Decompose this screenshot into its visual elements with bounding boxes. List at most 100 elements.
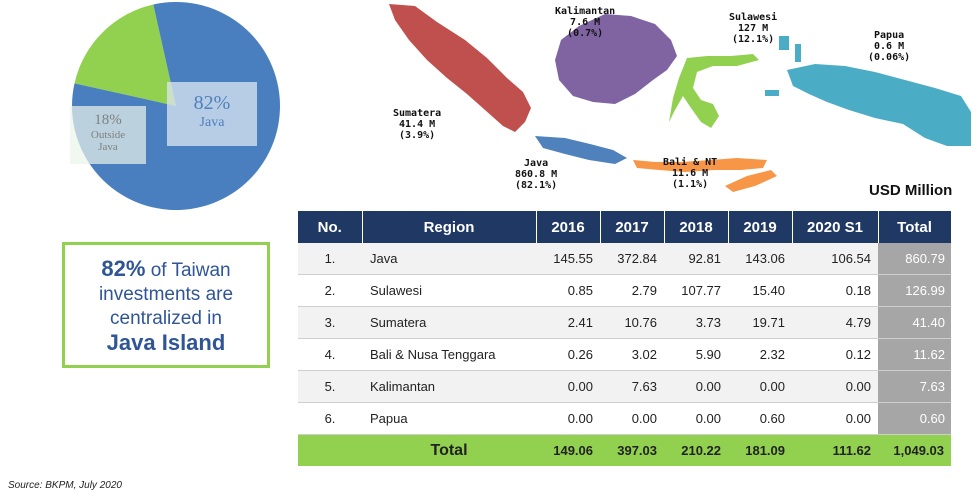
unit-label: USD Million xyxy=(869,182,953,199)
table-cell: 10.76 xyxy=(600,306,664,339)
table-cell: 2.32 xyxy=(728,338,792,371)
region-cell: Kalimantan xyxy=(362,370,536,403)
investment-table: No. Region 2016 2017 2018 2019 2020 S1 T… xyxy=(298,211,952,466)
pie-java-label: 82% Java xyxy=(167,82,257,146)
total-cell: 860.79 xyxy=(878,243,951,275)
callout-pct: 82% xyxy=(101,256,146,281)
col-header: 2017 xyxy=(600,211,665,243)
table-total-row: Total 149.06 397.03 210.22 181.09 111.62… xyxy=(298,434,951,466)
map-label-java: Java 860.8 M (82.1%) xyxy=(515,158,558,191)
total-cell: 7.63 xyxy=(878,370,951,403)
table-cell: 1. xyxy=(298,243,362,275)
table-cell: 111.62 xyxy=(792,434,878,466)
region-cell: Sulawesi xyxy=(362,274,536,307)
total-cell: 0.60 xyxy=(878,402,951,435)
table-cell: 3.73 xyxy=(664,306,728,339)
table-cell: 107.77 xyxy=(664,274,728,307)
table-cell: 0.85 xyxy=(536,274,600,307)
col-header: 2020 S1 xyxy=(792,211,879,243)
table-cell: 7.63 xyxy=(600,370,664,403)
col-header: No. xyxy=(298,211,363,243)
map-label-papua: Papua 0.6 M (0.06%) xyxy=(868,30,911,63)
pie-slice-outside-java xyxy=(74,4,176,107)
table-cell: 210.22 xyxy=(664,434,728,466)
total-label: Total xyxy=(362,434,536,466)
pie-java-name: Java xyxy=(199,115,225,130)
map-label-sumatera: Sumatera 41.4 M (3.9%) xyxy=(393,108,442,141)
callout-line1: of Taiwan xyxy=(145,260,231,281)
col-header: Region xyxy=(362,211,537,243)
col-header: Total xyxy=(878,211,952,243)
map-label-kalimantan: Kalimantan 7.6 M (0.7%) xyxy=(555,6,616,39)
table-row: 1. Java 145.55 372.84 92.81 143.06 106.54 860.7… xyxy=(298,243,951,275)
callout-line2: investments are xyxy=(98,284,234,305)
region-cell: Sumatera xyxy=(362,306,536,339)
table-row: 3. Sumatera 2.41 10.76 3.73 19.71 4.79 41.40 xyxy=(298,306,951,339)
table-cell: 397.03 xyxy=(600,434,664,466)
table-cell: 2. xyxy=(298,274,362,307)
region-cell: Java xyxy=(362,243,536,275)
table-cell: 0.12 xyxy=(792,338,878,371)
table-cell: 5. xyxy=(298,370,362,403)
map-region-bali-nt xyxy=(633,158,767,172)
table-cell: 0.00 xyxy=(664,402,728,435)
callout-box: 82% of Taiwan investments are centralize… xyxy=(62,242,270,368)
map-region-kalimantan xyxy=(555,14,677,104)
table-row: 6. Papua 0.00 0.00 0.00 0.60 0.00 0.60 xyxy=(298,402,951,435)
table-header-row: No. Region 2016 2017 2018 2019 2020 S1 T… xyxy=(298,211,952,243)
indonesia-map: Kalimantan 7.6 M (0.7%) Sulawesi 127 M (12.1… xyxy=(375,0,975,205)
table-row: 5. Kalimantan 0.00 7.63 0.00 0.00 0.00 7.63 xyxy=(298,370,951,403)
map-region-java xyxy=(535,136,627,164)
table-cell: 92.81 xyxy=(664,243,728,275)
col-header: 2016 xyxy=(536,211,601,243)
table-cell: 15.40 xyxy=(728,274,792,307)
map-label-sulawesi: Sulawesi 127 M (12.1%) xyxy=(729,12,778,45)
pie-outside-name-2: Java xyxy=(98,141,118,153)
table-cell: 0.00 xyxy=(664,370,728,403)
table-cell: 145.55 xyxy=(536,243,600,275)
table-cell: 372.84 xyxy=(600,243,664,275)
total-cell: 41.40 xyxy=(878,306,951,339)
map-region-papua xyxy=(787,64,971,146)
table-cell: 19.71 xyxy=(728,306,792,339)
table-cell: 5.90 xyxy=(664,338,728,371)
col-header: 2019 xyxy=(728,211,793,243)
table-cell: 0.00 xyxy=(728,370,792,403)
table-cell: 2.41 xyxy=(536,306,600,339)
col-header: 2018 xyxy=(664,211,729,243)
pie-outside-name-1: Outside xyxy=(90,129,126,141)
table-row: 4. Bali & Nusa Tenggara 0.26 3.02 5.90 2.32 0.… xyxy=(298,338,951,371)
table-cell: 0.00 xyxy=(792,370,878,403)
table-cell: 0.00 xyxy=(536,402,600,435)
table-cell: 3. xyxy=(298,306,362,339)
source-note: Source: BKPM, July 2020 xyxy=(8,480,122,491)
map-region-papua-islands xyxy=(765,36,801,96)
region-cell: Papua xyxy=(362,402,536,435)
table-cell: 4.79 xyxy=(792,306,878,339)
java-share-pie-chart: 82% Java 18% Outside Java xyxy=(58,0,288,210)
table-cell: 0.18 xyxy=(792,274,878,307)
total-cell: 126.99 xyxy=(878,274,951,307)
callout-line4: Java Island xyxy=(106,330,226,355)
pie-outside-label: 18% Outside Java xyxy=(70,106,146,164)
table-cell: 149.06 xyxy=(536,434,600,466)
table-cell: 0.60 xyxy=(728,402,792,435)
map-svg xyxy=(389,4,971,192)
callout-line3: centralized in xyxy=(110,308,222,329)
table-cell: 4. xyxy=(298,338,362,371)
map-region-sumatera xyxy=(389,4,531,132)
table-cell: 0.00 xyxy=(536,370,600,403)
pie-java-pct: 82% xyxy=(193,92,231,114)
table-row: 2. Sulawesi 0.85 2.79 107.77 15.40 0.18 126.99 xyxy=(298,274,951,307)
map-region-bali-nt-east xyxy=(725,170,777,192)
map-region-sulawesi xyxy=(669,54,759,128)
map-label-bali-nt: Bali & NT 11.6 M (1.1%) xyxy=(663,157,718,190)
table-cell: 0.26 xyxy=(536,338,600,371)
region-cell: Bali & Nusa Tenggara xyxy=(362,338,536,371)
table-cell: 143.06 xyxy=(728,243,792,275)
table-cell: 2.79 xyxy=(600,274,664,307)
table-cell: 3.02 xyxy=(600,338,664,371)
table-cell: 6. xyxy=(298,402,362,435)
table-cell: 0.00 xyxy=(600,402,664,435)
pie-outside-pct: 18% xyxy=(94,112,122,128)
